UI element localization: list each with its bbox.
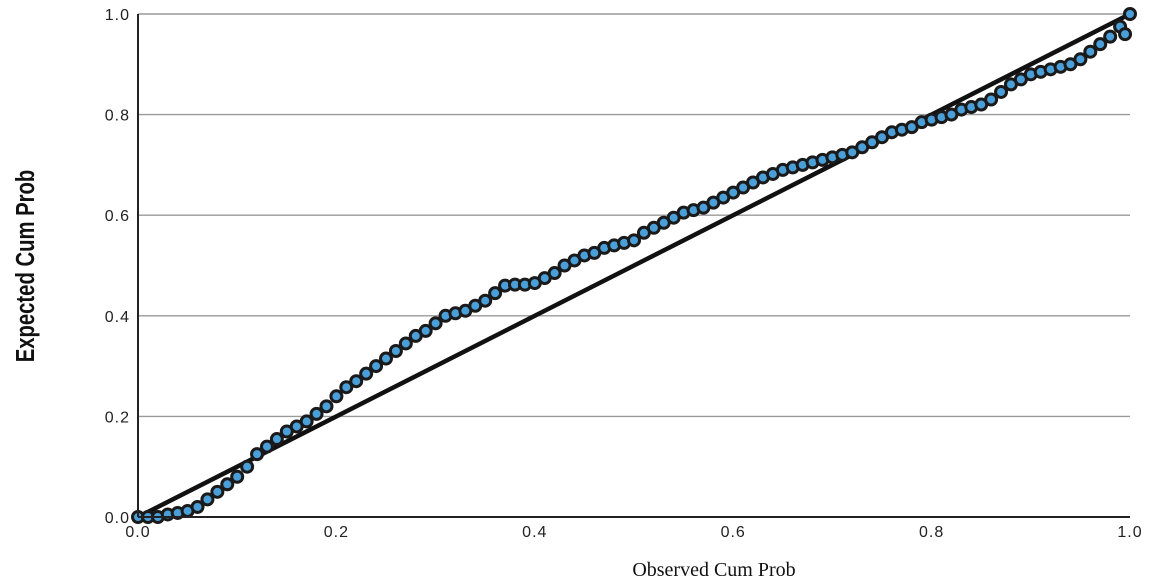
x-tick-label: 0.0 — [125, 524, 150, 541]
data-point — [994, 84, 1009, 99]
data-point — [329, 389, 344, 404]
data-point — [1073, 52, 1088, 67]
data-point — [309, 406, 324, 421]
data-point — [1123, 7, 1137, 21]
x-tick-label: 1.0 — [1117, 524, 1142, 541]
x-tick-labels: 0.0 0.2 0.4 0.6 0.8 1.0 — [125, 524, 1142, 541]
data-point — [299, 414, 314, 429]
data-point — [269, 432, 284, 447]
data-point — [627, 233, 641, 248]
data-point — [984, 92, 999, 107]
y-axis-label: Expected Cum Prob — [11, 170, 40, 363]
data-point — [369, 359, 384, 374]
data-point — [259, 439, 274, 454]
data-point — [1093, 37, 1108, 52]
data-point — [220, 477, 235, 492]
data-point — [418, 323, 433, 338]
y-tick-label: 0.0 — [105, 510, 130, 527]
y-tick-label: 0.2 — [105, 409, 130, 426]
data-points — [131, 7, 1137, 524]
data-point — [349, 374, 364, 389]
x-tick-label: 0.2 — [324, 524, 349, 541]
data-point — [379, 351, 393, 366]
data-point — [388, 344, 403, 359]
data-point — [210, 484, 225, 499]
data-point — [250, 447, 265, 462]
data-point — [1083, 44, 1098, 59]
data-point — [230, 469, 245, 484]
data-point — [398, 336, 413, 351]
y-tick-labels: 0.0 0.2 0.4 0.6 0.8 1.0 — [105, 7, 130, 527]
x-tick-label: 0.4 — [522, 524, 547, 541]
y-tick-label: 0.6 — [105, 208, 130, 225]
data-point — [478, 293, 493, 308]
reference-line — [136, 11, 1132, 520]
data-point — [359, 366, 374, 381]
x-tick-label: 0.6 — [721, 524, 746, 541]
x-axis-label: Observed Cum Prob — [632, 559, 795, 580]
y-tick-label: 0.4 — [105, 309, 130, 326]
data-point — [547, 266, 562, 281]
data-point — [488, 286, 503, 301]
data-point — [200, 492, 215, 507]
axes — [137, 14, 1130, 518]
x-tick-label: 0.8 — [919, 524, 944, 541]
y-tick-label: 0.8 — [105, 108, 130, 125]
data-point — [1103, 29, 1118, 44]
data-point — [1118, 27, 1133, 42]
data-point — [240, 459, 255, 474]
y-tick-label: 1.0 — [105, 7, 130, 24]
data-point — [319, 399, 334, 414]
data-point — [428, 316, 443, 331]
data-point — [190, 499, 205, 514]
data-point — [339, 380, 354, 395]
diagonal-line — [136, 11, 1132, 520]
